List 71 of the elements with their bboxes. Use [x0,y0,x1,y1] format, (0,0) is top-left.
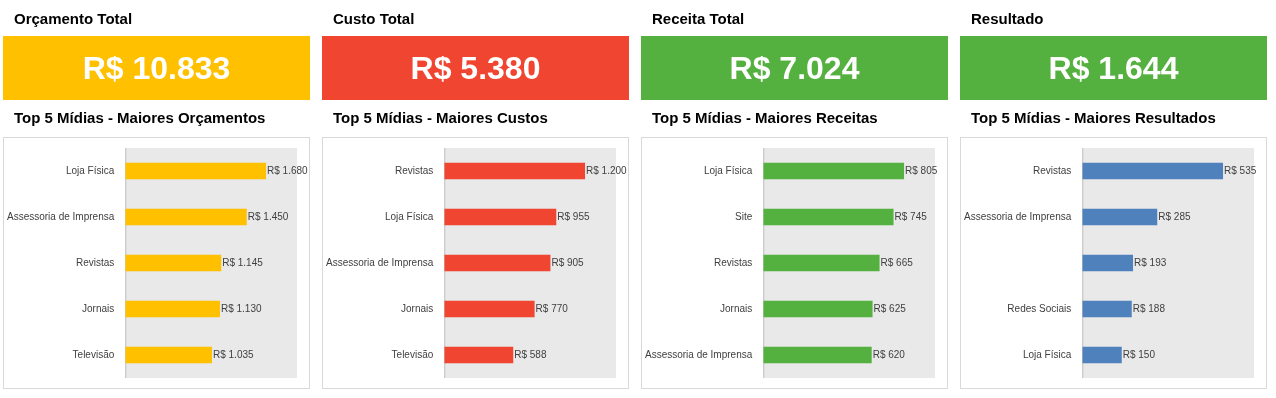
data-label: R$ 535 [1224,164,1257,176]
data-label: R$ 1.200 [586,164,628,176]
bar [444,300,535,318]
bar [763,346,872,364]
data-label: R$ 805 [905,164,938,176]
text: R$ 5.380 [322,36,629,100]
bar [763,254,880,272]
bar [125,208,247,226]
bar [125,254,222,272]
y-tick-label: Revistas [75,256,115,268]
y-tick-label: Televisão [72,348,115,360]
y-tick-label: Assessoria de Imprensa [325,256,434,268]
bar [763,208,894,226]
chart-title: Top 5 Mídias - Maiores Receitas [651,108,879,128]
y-tick-label: Revistas [394,164,434,176]
text: R$ 1.644 [960,36,1267,100]
y-tick-label: Loja Física [1022,348,1072,360]
y-tick-label: Jornais [401,302,434,314]
bar [125,162,267,180]
bar [1082,300,1132,318]
y-tick-label: Loja Física [384,210,434,222]
data-label: R$ 905 [551,256,585,268]
y-tick-label: Revistas [713,256,753,268]
y-tick-label: Assessoria de Imprensa [6,210,115,222]
bar [1082,254,1134,272]
data-label: R$ 188 [1132,302,1166,314]
text: R$ 10.833 [3,36,310,100]
data-label: R$ 770 [535,302,569,314]
bar [444,254,551,272]
bar [1082,208,1158,226]
y-tick-label: Site [735,210,753,222]
text: Orçamento Total [13,9,134,29]
data-label: R$ 1.680 [267,164,309,176]
y-tick-label: Jornais [82,302,115,314]
bar [125,346,212,364]
data-label: R$ 1.035 [212,348,255,360]
y-tick-label: Assessoria de Imprensa [963,210,1072,222]
bar [763,162,905,180]
text: Receita Total [651,9,746,29]
y-tick-label: Revistas [1032,164,1072,176]
y-tick-label: Televisão [391,348,434,360]
y-tick-label: Loja Física [703,164,753,176]
chart-title: Top 5 Mídias - Maiores Resultados [970,108,1217,128]
bar [444,346,514,364]
data-label: R$ 620 [872,348,906,360]
data-label: R$ 588 [514,348,547,360]
bar [444,162,586,180]
data-label: R$ 625 [873,302,907,314]
data-label: R$ 1.450 [247,210,289,222]
bar [1082,346,1122,364]
bar [1082,162,1224,180]
data-label: R$ 745 [894,210,928,222]
data-label: R$ 1.130 [220,302,262,314]
bar [763,300,873,318]
data-label: R$ 665 [880,256,914,268]
data-label: R$ 285 [1158,210,1191,222]
bar [444,208,557,226]
y-tick-label: Assessoria de Imprensa [644,348,753,360]
text: Resultado [970,9,1045,29]
data-label: R$ 955 [557,210,590,222]
data-label: R$ 1.145 [222,256,264,268]
text: Custo Total [332,9,416,29]
data-label: R$ 150 [1122,348,1156,360]
bar [125,300,220,318]
data-label: R$ 193 [1134,256,1167,268]
chart-title: Top 5 Mídias - Maiores Orçamentos [13,108,267,128]
y-tick-label: Redes Sociais [1007,302,1072,314]
y-tick-label: Jornais [720,302,753,314]
text: R$ 7.024 [641,36,948,100]
chart-title: Top 5 Mídias - Maiores Custos [332,108,549,128]
y-tick-label: Loja Física [65,164,115,176]
